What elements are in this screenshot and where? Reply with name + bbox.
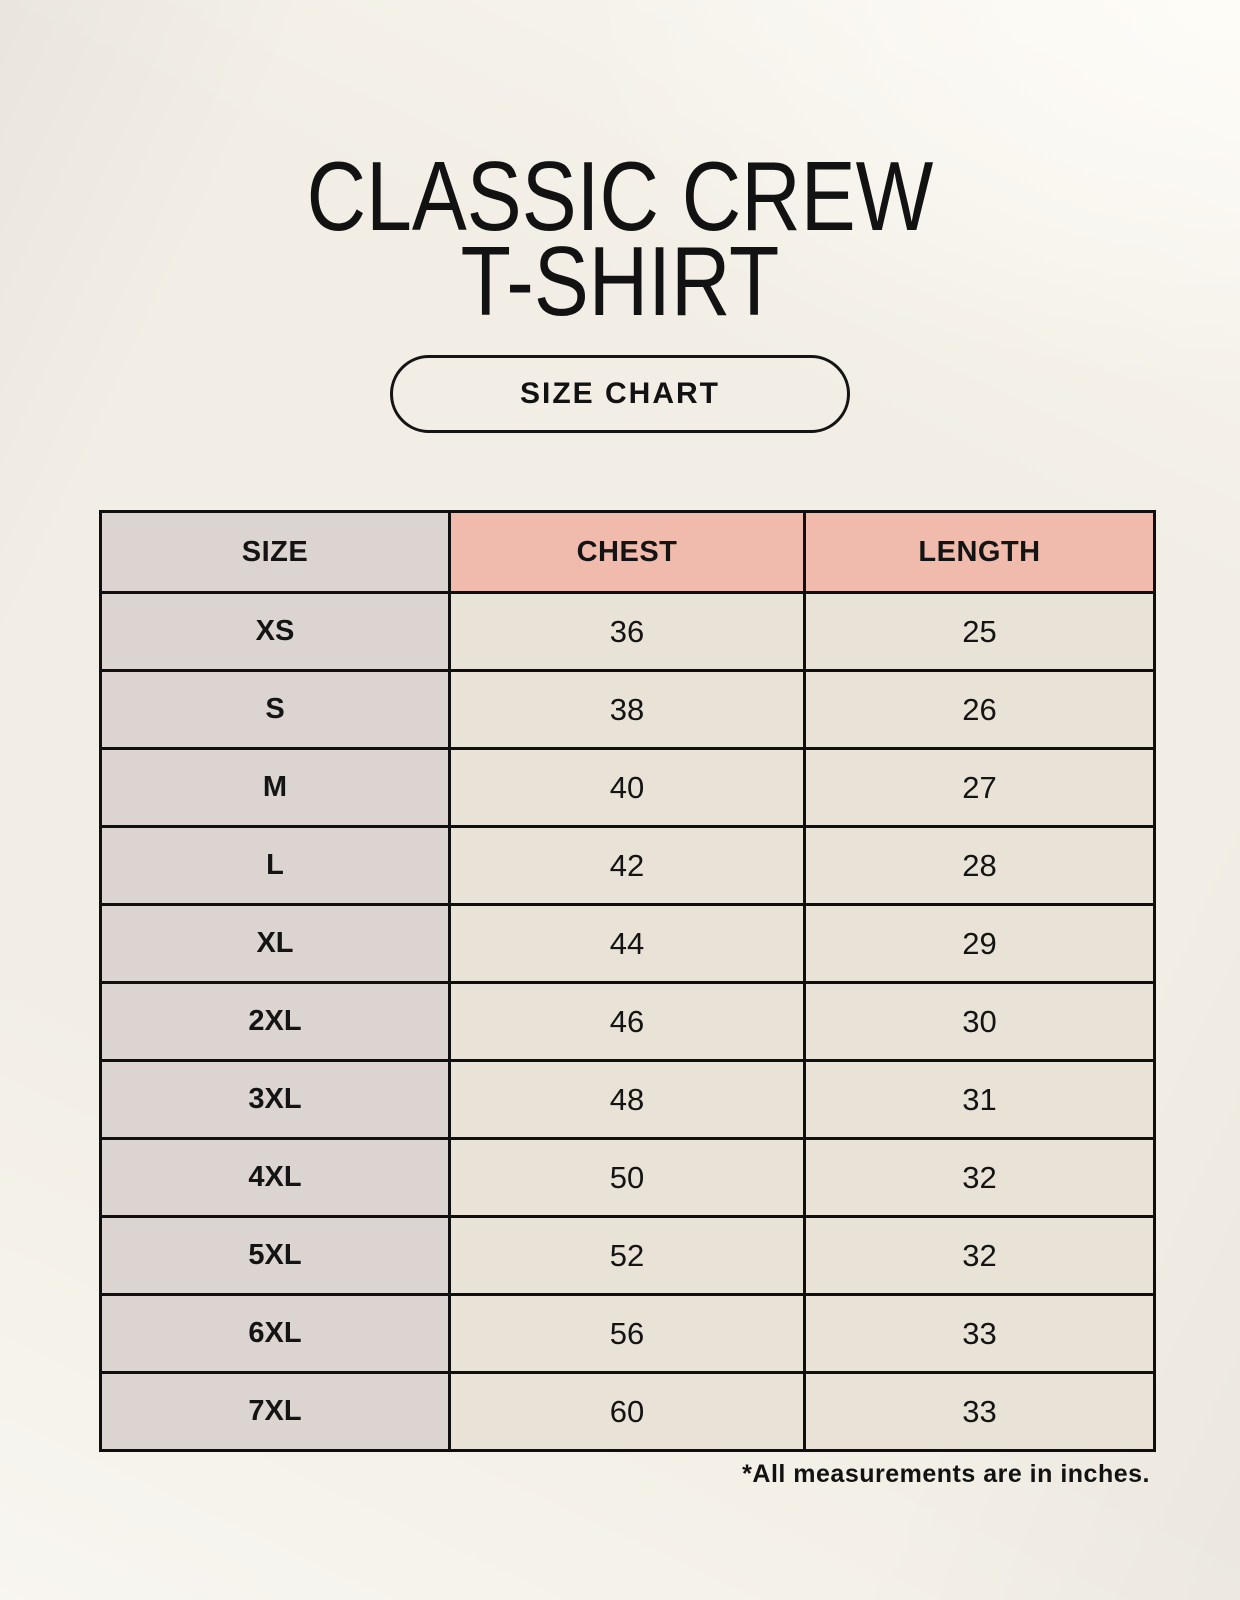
- table-row: XS 36 25: [99, 591, 1156, 672]
- chest-cell: 46: [448, 981, 806, 1062]
- size-cell: 5XL: [99, 1215, 451, 1296]
- table-row: 2XL 46 30: [99, 981, 1156, 1062]
- size-cell: 7XL: [99, 1371, 451, 1452]
- table-row: 4XL 50 32: [99, 1137, 1156, 1218]
- size-cell: XS: [99, 591, 451, 672]
- chest-cell: 40: [448, 747, 806, 828]
- chest-cell: 50: [448, 1137, 806, 1218]
- table-row: S 38 26: [99, 669, 1156, 750]
- table-row: 5XL 52 32: [99, 1215, 1156, 1296]
- page-title-line2: T-SHIRT: [460, 225, 780, 336]
- size-cell: S: [99, 669, 451, 750]
- chest-cell: 44: [448, 903, 806, 984]
- table-row: 6XL 56 33: [99, 1293, 1156, 1374]
- chest-cell: 60: [448, 1371, 806, 1452]
- size-cell: 6XL: [99, 1293, 451, 1374]
- size-cell: M: [99, 747, 451, 828]
- chest-cell: 56: [448, 1293, 806, 1374]
- length-cell: 26: [803, 669, 1156, 750]
- header-row: SIZE CHEST LENGTH: [99, 510, 1156, 594]
- length-cell: 32: [803, 1137, 1156, 1218]
- table-header: SIZE CHEST LENGTH: [99, 510, 1156, 594]
- chest-cell: 48: [448, 1059, 806, 1140]
- size-cell: L: [99, 825, 451, 906]
- length-cell: 31: [803, 1059, 1156, 1140]
- chest-cell: 36: [448, 591, 806, 672]
- page-title: CLASSIC CREW T-SHIRT: [99, 140, 1141, 336]
- length-cell: 33: [803, 1293, 1156, 1374]
- chest-cell: 52: [448, 1215, 806, 1296]
- table-row: 7XL 60 33: [99, 1371, 1156, 1452]
- table-row: L 42 28: [99, 825, 1156, 906]
- table-row: XL 44 29: [99, 903, 1156, 984]
- length-cell: 25: [803, 591, 1156, 672]
- size-cell: 2XL: [99, 981, 451, 1062]
- table-row: 3XL 48 31: [99, 1059, 1156, 1140]
- measurements-footnote: *All measurements are in inches.: [742, 1460, 1150, 1488]
- length-cell: 29: [803, 903, 1156, 984]
- size-chart-table: SIZE CHEST LENGTH XS 36 25 S 38 26 M 40 …: [99, 510, 1156, 1452]
- size-cell: XL: [99, 903, 451, 984]
- size-chart-button[interactable]: SIZE CHART: [390, 355, 850, 433]
- chest-cell: 38: [448, 669, 806, 750]
- length-cell: 30: [803, 981, 1156, 1062]
- size-cell: 3XL: [99, 1059, 451, 1140]
- chest-cell: 42: [448, 825, 806, 906]
- column-header-length: LENGTH: [803, 510, 1156, 594]
- size-cell: 4XL: [99, 1137, 451, 1218]
- length-cell: 32: [803, 1215, 1156, 1296]
- length-cell: 28: [803, 825, 1156, 906]
- length-cell: 27: [803, 747, 1156, 828]
- page-title-line1: CLASSIC CREW: [306, 140, 934, 251]
- length-cell: 33: [803, 1371, 1156, 1452]
- column-header-size: SIZE: [99, 510, 451, 594]
- table-row: M 40 27: [99, 747, 1156, 828]
- column-header-chest: CHEST: [448, 510, 806, 594]
